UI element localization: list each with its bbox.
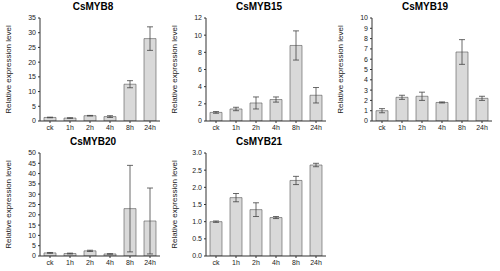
svg-text:3.0: 3.0 — [192, 149, 202, 156]
svg-text:30: 30 — [28, 29, 36, 36]
html-text:CsMYB8: CsMYB8 — [72, 1, 114, 12]
svg-text:0: 0 — [198, 117, 202, 124]
svg-text:40: 40 — [28, 170, 36, 177]
svg-text:ck: ck — [379, 124, 387, 131]
svg-text:ck: ck — [213, 259, 221, 266]
svg-text:6: 6 — [364, 56, 368, 63]
svg-text:5: 5 — [364, 66, 368, 73]
svg-text:8: 8 — [198, 49, 202, 56]
svg-text:24h: 24h — [476, 124, 488, 131]
svg-text:2h: 2h — [252, 124, 260, 131]
html-text:CsMYB15: CsMYB15 — [235, 1, 283, 12]
svg-text:2h: 2h — [252, 259, 260, 266]
svg-text:8h: 8h — [292, 124, 300, 131]
svg-text:1: 1 — [364, 107, 368, 114]
svg-text:2: 2 — [198, 100, 202, 107]
svg-text:15: 15 — [28, 73, 36, 80]
svg-text:1h: 1h — [66, 259, 74, 266]
svg-text:1h: 1h — [232, 259, 240, 266]
svg-text:5: 5 — [32, 242, 36, 249]
svg-text:4h: 4h — [272, 259, 280, 266]
svg-text:24h: 24h — [310, 259, 322, 266]
svg-text:ck: ck — [47, 259, 55, 266]
svg-text:15: 15 — [28, 222, 36, 229]
svg-text:1.0: 1.0 — [192, 218, 202, 225]
svg-text:35: 35 — [28, 180, 36, 187]
svg-text:6: 6 — [198, 66, 202, 73]
svg-text:25: 25 — [28, 201, 36, 208]
svg-text:Relative expression level: Relative expression level — [8, 25, 13, 114]
svg-text:4h: 4h — [272, 124, 280, 131]
svg-text:10: 10 — [28, 88, 36, 95]
svg-text:9: 9 — [364, 25, 368, 32]
html-text:CsMYB19: CsMYB19 — [401, 1, 449, 12]
svg-text:2: 2 — [364, 97, 368, 104]
svg-text:2h: 2h — [418, 124, 426, 131]
svg-text:0: 0 — [364, 117, 368, 124]
svg-text:7: 7 — [364, 45, 368, 52]
svg-text:2h: 2h — [86, 259, 94, 266]
svg-text:25: 25 — [28, 44, 36, 51]
html-text:CsMYB21: CsMYB21 — [235, 136, 283, 147]
svg-text:1h: 1h — [66, 124, 74, 131]
svg-text:4h: 4h — [106, 124, 114, 131]
svg-text:1.5: 1.5 — [192, 201, 202, 208]
svg-text:4h: 4h — [438, 124, 446, 131]
svg-text:30: 30 — [28, 191, 36, 198]
svg-text:4: 4 — [364, 76, 368, 83]
svg-text:20: 20 — [28, 59, 36, 66]
svg-text:3: 3 — [364, 87, 368, 94]
svg-text:50: 50 — [28, 149, 36, 156]
svg-text:ck: ck — [213, 124, 221, 131]
svg-text:Relative expression level: Relative expression level — [8, 160, 13, 249]
svg-text:Relative expression level: Relative expression level — [170, 25, 179, 114]
html-text:CsMYB20: CsMYB20 — [69, 136, 117, 147]
svg-text:10: 10 — [360, 14, 368, 21]
svg-text:12: 12 — [194, 14, 202, 21]
svg-text:Relative expression level: Relative expression level — [170, 160, 179, 249]
svg-text:1h: 1h — [398, 124, 406, 131]
svg-text:4h: 4h — [106, 259, 114, 266]
svg-text:24h: 24h — [144, 259, 156, 266]
svg-text:2.0: 2.0 — [192, 184, 202, 191]
svg-text:8h: 8h — [126, 124, 134, 131]
svg-text:8: 8 — [364, 35, 368, 42]
svg-text:35: 35 — [28, 14, 36, 21]
svg-text:5: 5 — [32, 103, 36, 110]
svg-text:8h: 8h — [126, 259, 134, 266]
svg-text:ck: ck — [47, 124, 55, 131]
svg-text:10: 10 — [194, 32, 202, 39]
svg-text:8h: 8h — [292, 259, 300, 266]
svg-text:24h: 24h — [310, 124, 322, 131]
svg-text:1h: 1h — [232, 124, 240, 131]
svg-text:0: 0 — [32, 117, 36, 124]
svg-text:0.0: 0.0 — [192, 252, 202, 259]
svg-text:24h: 24h — [144, 124, 156, 131]
svg-text:2.5: 2.5 — [192, 167, 202, 174]
svg-text:0.5: 0.5 — [192, 235, 202, 242]
svg-text:2h: 2h — [86, 124, 94, 131]
svg-text:20: 20 — [28, 211, 36, 218]
svg-text:4: 4 — [198, 83, 202, 90]
svg-text:Relative expression level: Relative expression level — [336, 25, 345, 114]
svg-text:10: 10 — [28, 232, 36, 239]
svg-text:8h: 8h — [458, 124, 466, 131]
svg-text:45: 45 — [28, 160, 36, 167]
svg-text:0: 0 — [32, 252, 36, 259]
